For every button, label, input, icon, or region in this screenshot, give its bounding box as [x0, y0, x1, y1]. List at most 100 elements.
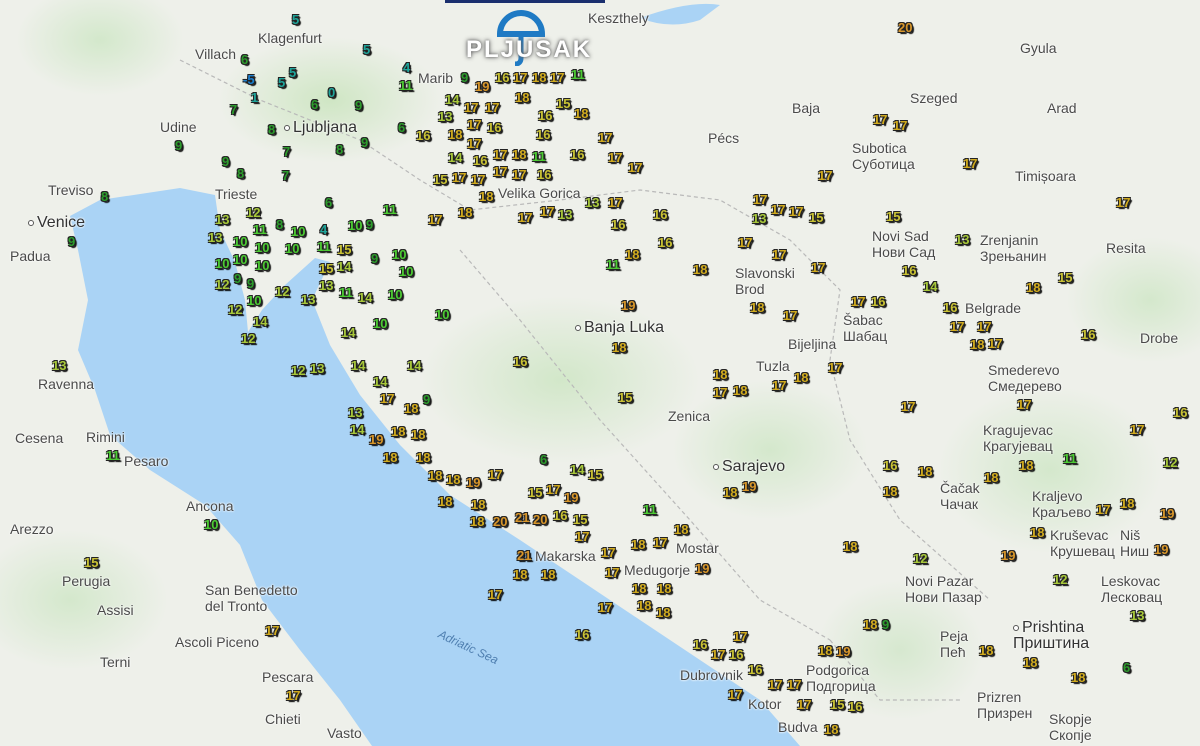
temperature-marker[interactable]: 18 — [574, 106, 589, 121]
temperature-marker[interactable]: 18 — [411, 427, 426, 442]
temperature-marker[interactable]: 9 — [882, 617, 890, 632]
temperature-marker[interactable]: 12 — [1053, 572, 1068, 587]
pljusak-logo[interactable]: PLJUSAK — [466, 8, 616, 68]
temperature-marker[interactable]: 18 — [843, 539, 858, 554]
temperature-marker[interactable]: 11 — [399, 78, 413, 93]
temperature-marker[interactable]: 17 — [1017, 397, 1032, 412]
temperature-marker[interactable]: 14 — [358, 290, 373, 305]
temperature-marker[interactable]: 17 — [380, 391, 395, 406]
temperature-marker[interactable]: 16 — [902, 263, 917, 278]
temperature-marker[interactable]: 8 — [237, 166, 245, 181]
temperature-marker[interactable]: 10 — [204, 517, 219, 532]
temperature-marker[interactable]: 11 — [571, 67, 585, 82]
temperature-marker[interactable]: 6 — [540, 452, 548, 467]
temperature-marker[interactable]: 15 — [319, 261, 334, 276]
temperature-marker[interactable]: 17 — [797, 697, 812, 712]
temperature-marker[interactable]: 18 — [637, 598, 652, 613]
temperature-marker[interactable]: 20 — [533, 512, 548, 527]
temperature-marker[interactable]: 17 — [512, 167, 527, 182]
temperature-marker[interactable]: 13 — [438, 109, 453, 124]
temperature-marker[interactable]: 18 — [513, 567, 528, 582]
temperature-marker[interactable]: 17 — [518, 210, 533, 225]
temperature-marker[interactable]: 18 — [541, 567, 556, 582]
temperature-marker[interactable]: 18 — [612, 340, 627, 355]
temperature-marker[interactable]: 14 — [341, 325, 356, 340]
temperature-marker[interactable]: 18 — [532, 70, 547, 85]
temperature-marker[interactable]: 17 — [546, 482, 561, 497]
temperature-marker[interactable]: 18 — [458, 205, 473, 220]
temperature-marker[interactable]: 16 — [536, 127, 551, 142]
temperature-marker[interactable]: 16 — [848, 699, 863, 714]
temperature-marker[interactable]: 7 — [282, 168, 290, 183]
temperature-marker[interactable]: 18 — [1023, 655, 1038, 670]
temperature-marker[interactable]: 12 — [228, 302, 243, 317]
temperature-marker[interactable]: 17 — [950, 319, 965, 334]
temperature-marker[interactable]: 18 — [984, 470, 999, 485]
temperature-marker[interactable]: 6 — [398, 120, 406, 135]
temperature-marker[interactable]: 14 — [373, 374, 388, 389]
temperature-marker[interactable]: 19 — [1154, 542, 1169, 557]
temperature-marker[interactable]: 17 — [768, 677, 783, 692]
temperature-marker[interactable]: 9 — [68, 234, 76, 249]
temperature-marker[interactable]: 17 — [467, 136, 482, 151]
temperature-marker[interactable]: 18 — [625, 247, 640, 262]
temperature-marker[interactable]: 16 — [748, 662, 763, 677]
temperature-marker[interactable]: 12 — [291, 363, 306, 378]
temperature-marker[interactable]: 18 — [631, 537, 646, 552]
temperature-marker[interactable]: 17 — [711, 647, 726, 662]
temperature-marker[interactable]: 16 — [658, 235, 673, 250]
temperature-marker[interactable]: 15 — [528, 485, 543, 500]
temperature-marker[interactable]: 13 — [558, 207, 573, 222]
temperature-marker[interactable]: 10 — [291, 224, 306, 239]
temperature-marker[interactable]: 13 — [310, 361, 325, 376]
temperature-marker[interactable]: 14 — [407, 358, 422, 373]
temperature-marker[interactable]: 8 — [276, 217, 284, 232]
temperature-marker[interactable]: 11 — [606, 257, 620, 272]
temperature-marker[interactable]: 11 — [532, 149, 546, 164]
temperature-marker[interactable]: 17 — [628, 160, 643, 175]
temperature-marker[interactable]: 15 — [588, 467, 603, 482]
temperature-marker[interactable]: 9 — [222, 154, 230, 169]
temperature-marker[interactable]: -5 — [243, 72, 255, 87]
temperature-marker[interactable]: 19 — [1001, 548, 1016, 563]
temperature-marker[interactable]: 17 — [753, 192, 768, 207]
temperature-marker[interactable]: 16 — [537, 167, 552, 182]
temperature-marker[interactable]: 9 — [175, 138, 183, 153]
temperature-marker[interactable]: 21 — [515, 510, 530, 525]
temperature-marker[interactable]: 18 — [632, 581, 647, 596]
temperature-marker[interactable]: 17 — [471, 172, 486, 187]
temperature-marker[interactable]: 18 — [713, 367, 728, 382]
temperature-marker[interactable]: 18 — [1071, 670, 1086, 685]
temperature-marker[interactable]: 10 — [435, 307, 450, 322]
temperature-marker[interactable]: 1 — [251, 90, 259, 105]
temperature-marker[interactable]: 18 — [1120, 496, 1135, 511]
temperature-marker[interactable]: 6 — [311, 97, 319, 112]
temperature-marker[interactable]: 20 — [493, 514, 508, 529]
temperature-marker[interactable]: 10 — [215, 256, 230, 271]
temperature-marker[interactable]: 17 — [873, 112, 888, 127]
temperature-marker[interactable]: 14 — [448, 150, 463, 165]
temperature-marker[interactable]: 17 — [452, 170, 467, 185]
temperature-marker[interactable]: 18 — [733, 383, 748, 398]
temperature-marker[interactable]: 17 — [818, 168, 833, 183]
temperature-marker[interactable]: 13 — [301, 292, 316, 307]
temperature-marker[interactable]: 18 — [863, 617, 878, 632]
temperature-marker[interactable]: 17 — [901, 399, 916, 414]
temperature-marker[interactable]: 16 — [570, 147, 585, 162]
temperature-marker[interactable]: 18 — [656, 605, 671, 620]
temperature-marker[interactable]: 7 — [283, 144, 291, 159]
temperature-marker[interactable]: 17 — [738, 235, 753, 250]
temperature-marker[interactable]: 19 — [564, 490, 579, 505]
temperature-marker[interactable]: 16 — [473, 153, 488, 168]
temperature-marker[interactable]: 13 — [585, 195, 600, 210]
temperature-marker[interactable]: 17 — [608, 150, 623, 165]
temperature-marker[interactable]: 8 — [336, 142, 344, 157]
temperature-marker[interactable]: 16 — [883, 458, 898, 473]
temperature-marker[interactable]: 17 — [286, 688, 301, 703]
temperature-marker[interactable]: 18 — [750, 300, 765, 315]
temperature-marker[interactable]: 14 — [253, 314, 268, 329]
temperature-marker[interactable]: 18 — [824, 722, 839, 737]
temperature-marker[interactable]: 16 — [693, 637, 708, 652]
temperature-marker[interactable]: 9 — [366, 217, 374, 232]
temperature-marker[interactable]: 16 — [487, 120, 502, 135]
